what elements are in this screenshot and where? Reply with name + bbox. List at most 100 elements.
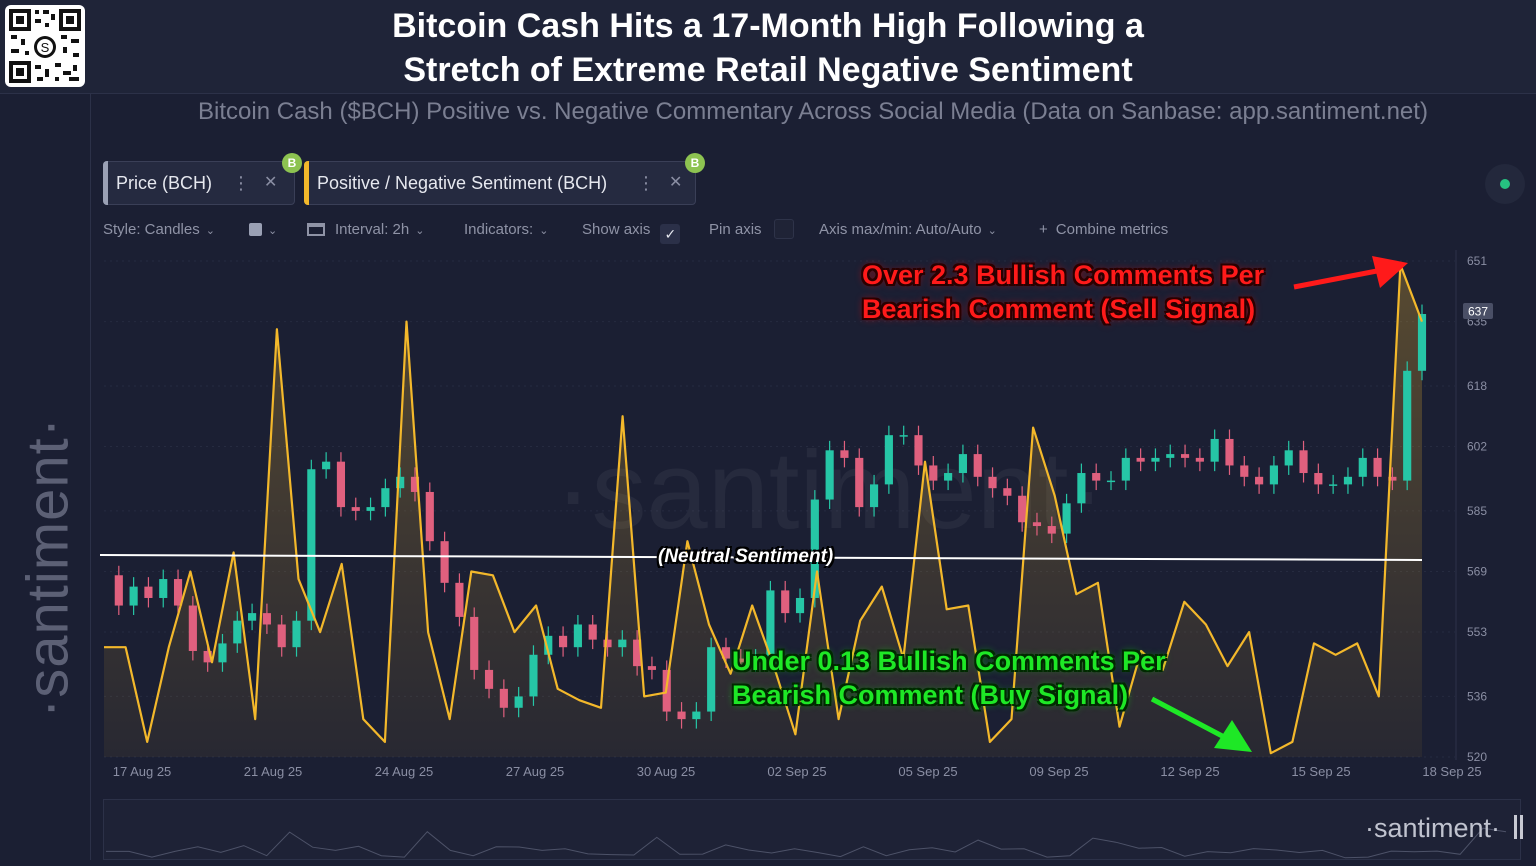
color-picker[interactable]: ⌄ <box>249 218 277 243</box>
price-candle <box>677 711 686 720</box>
style-dropdown[interactable]: Style: Candles ⌄ <box>103 218 215 243</box>
price-candle <box>1180 454 1190 458</box>
price-candle <box>1299 450 1308 474</box>
sell-annotation-line-1: Over 2.3 Bullish Comments Per <box>862 260 1265 290</box>
price-candle <box>440 541 449 583</box>
price-candle <box>1284 450 1293 466</box>
interval-label: Interval: 2h <box>335 221 410 238</box>
price-candle <box>455 582 464 617</box>
indicators-dropdown[interactable]: Indicators: ⌄ <box>464 218 548 243</box>
checkbox-checked-icon[interactable]: ✓ <box>660 224 681 244</box>
live-dot-icon <box>1500 179 1510 189</box>
price-candle <box>1106 480 1116 483</box>
sell-signal-annotation: Over 2.3 Bullish Comments Per Bearish Co… <box>862 258 1302 326</box>
price-candle <box>173 579 183 606</box>
x-tick-label: 05 Sep 25 <box>898 764 957 779</box>
price-candle <box>1255 476 1264 485</box>
y-tick-label: 602 <box>1467 440 1487 454</box>
price-candle <box>855 457 864 508</box>
x-axis: 17 Aug 25 21 Aug 25 24 Aug 25 27 Aug 25 30 A… <box>113 764 1482 779</box>
last-price-marker: 637 <box>1463 303 1493 319</box>
pin-axis-toggle[interactable]: Pin axis <box>709 218 794 242</box>
close-icon[interactable]: ✕ <box>264 174 278 191</box>
price-candle <box>1032 522 1042 527</box>
combine-label: Combine metrics <box>1055 221 1169 238</box>
color-swatch <box>249 223 262 236</box>
style-label: Style: Candles <box>103 221 200 238</box>
chart-toolbar: Style: Candles ⌄ ⌄ Interval: 2h ⌄ Indicato… <box>103 218 1403 244</box>
price-candle <box>1225 438 1234 466</box>
plus-icon: + <box>1039 221 1048 238</box>
price-candle <box>336 461 346 508</box>
title-line-1: Bitcoin Cash Hits a 17-Month High Follow… <box>392 7 1144 45</box>
axis-range-label: Axis max/min: Auto/Auto <box>819 221 982 238</box>
metric-chip-sentiment[interactable]: Positive / Negative Sentiment (BCH) ⋮ ✕ … <box>304 153 705 205</box>
range-navigator[interactable] <box>103 799 1521 860</box>
price-candle <box>484 669 494 689</box>
navigator-preview <box>106 827 1507 859</box>
live-status-button[interactable] <box>1485 164 1525 204</box>
price-candle <box>307 469 316 621</box>
more-vert-icon[interactable]: ⋮ <box>232 173 250 193</box>
price-candle <box>248 613 257 621</box>
price-candle <box>396 476 405 489</box>
price-candle <box>218 643 227 663</box>
price-candle <box>1166 454 1175 458</box>
last-price-badge <box>1463 303 1493 319</box>
sell-signal-arrow <box>1293 256 1408 290</box>
price-candle <box>869 484 879 508</box>
metric-chip-price[interactable]: Price (BCH) ⋮ ✕ B <box>103 153 302 205</box>
price-candle <box>1329 484 1338 486</box>
sentiment-series-line <box>104 263 1424 755</box>
buy-signal-annotation: Under 0.13 Bullish Comments Per Bearish … <box>732 644 1212 712</box>
axis-range-dropdown[interactable]: Axis max/min: Auto/Auto ⌄ <box>819 218 997 243</box>
neutral-sentiment-line <box>99 554 1423 561</box>
price-candle <box>1373 457 1382 477</box>
price-candle <box>1417 314 1427 371</box>
price-candle <box>233 620 242 644</box>
price-candle <box>751 658 760 663</box>
combine-metrics-button[interactable]: + Combine metrics <box>1039 218 1168 242</box>
y-tick-label: 651 <box>1467 254 1487 268</box>
price-candle <box>1195 457 1204 462</box>
buy-signal-arrow <box>1150 696 1252 752</box>
price-candle <box>795 597 805 614</box>
chevron-down-icon: ⌄ <box>415 225 425 237</box>
checkbox-empty-icon[interactable] <box>773 219 794 239</box>
price-candle <box>884 435 893 485</box>
price-candle <box>766 590 775 659</box>
price-candle <box>277 624 286 648</box>
metric-label: Positive / Negative Sentiment (BCH) <box>317 173 608 193</box>
price-candle <box>914 435 923 466</box>
chevron-down-icon: ⌄ <box>539 225 549 237</box>
price-candle <box>529 654 538 697</box>
price-candle <box>159 579 168 598</box>
interval-dropdown[interactable]: Interval: 2h ⌄ <box>307 218 424 243</box>
y-tick-label: 569 <box>1467 564 1487 578</box>
price-candle <box>1003 488 1012 496</box>
bitcoin-cash-icon: B <box>685 153 705 173</box>
price-candle <box>944 473 953 481</box>
close-icon[interactable]: ✕ <box>669 174 683 191</box>
price-candle <box>1358 457 1367 477</box>
price-candle <box>1240 465 1249 477</box>
navigator-handle[interactable] <box>1514 815 1524 839</box>
chart-subtitle: Bitcoin Cash ($BCH) Positive vs. Negativ… <box>198 98 1428 125</box>
qr-code: S <box>5 5 85 87</box>
x-tick-label: 02 Sep 25 <box>767 764 826 779</box>
chevron-down-icon: ⌄ <box>205 225 215 237</box>
price-candle <box>1210 438 1219 462</box>
price-candle <box>559 635 568 648</box>
price-candle <box>1077 473 1086 504</box>
price-candle <box>1343 476 1353 485</box>
price-candle <box>781 590 790 614</box>
more-vert-icon[interactable]: ⋮ <box>637 173 655 193</box>
show-axis-toggle[interactable]: Show axis ✓ <box>582 218 681 244</box>
price-candle <box>262 613 271 625</box>
svg-text:S: S <box>41 40 50 55</box>
metric-color-bar <box>103 161 108 205</box>
price-candle <box>1269 465 1278 485</box>
price-candle <box>736 658 745 663</box>
